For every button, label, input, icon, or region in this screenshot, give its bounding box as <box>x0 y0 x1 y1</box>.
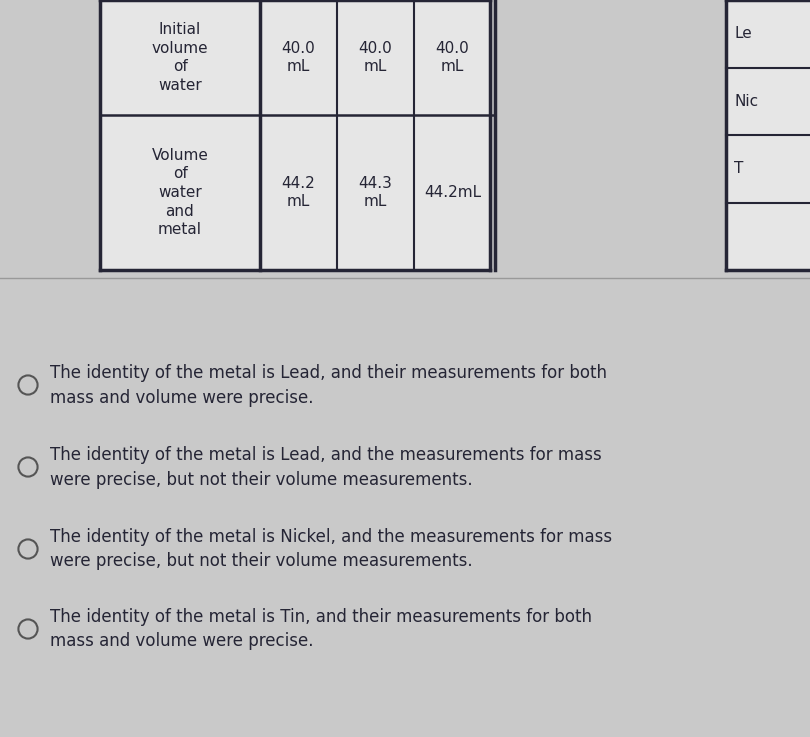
Text: 40.0
mL: 40.0 mL <box>282 41 315 74</box>
Text: 40.0
mL: 40.0 mL <box>436 41 469 74</box>
Text: T: T <box>734 161 744 176</box>
Text: The identity of the metal is Lead, and their measurements for both
mass and volu: The identity of the metal is Lead, and t… <box>50 363 607 407</box>
Text: 44.2mL: 44.2mL <box>424 185 481 200</box>
Text: 44.3
mL: 44.3 mL <box>359 175 392 209</box>
Text: 44.2
mL: 44.2 mL <box>282 175 315 209</box>
Bar <box>100 0 490 270</box>
Bar <box>726 0 810 270</box>
Text: The identity of the metal is Lead, and the measurements for mass
were precise, b: The identity of the metal is Lead, and t… <box>50 445 602 489</box>
Text: The identity of the metal is Tin, and their measurements for both
mass and volum: The identity of the metal is Tin, and th… <box>50 607 592 651</box>
Text: Nic: Nic <box>734 94 758 109</box>
Text: Initial
volume
of
water: Initial volume of water <box>151 22 208 93</box>
Text: Volume
of
water
and
metal: Volume of water and metal <box>151 148 208 237</box>
Text: The identity of the metal is Nickel, and the measurements for mass
were precise,: The identity of the metal is Nickel, and… <box>50 528 612 570</box>
Text: 40.0
mL: 40.0 mL <box>359 41 392 74</box>
Text: Le: Le <box>734 27 752 41</box>
